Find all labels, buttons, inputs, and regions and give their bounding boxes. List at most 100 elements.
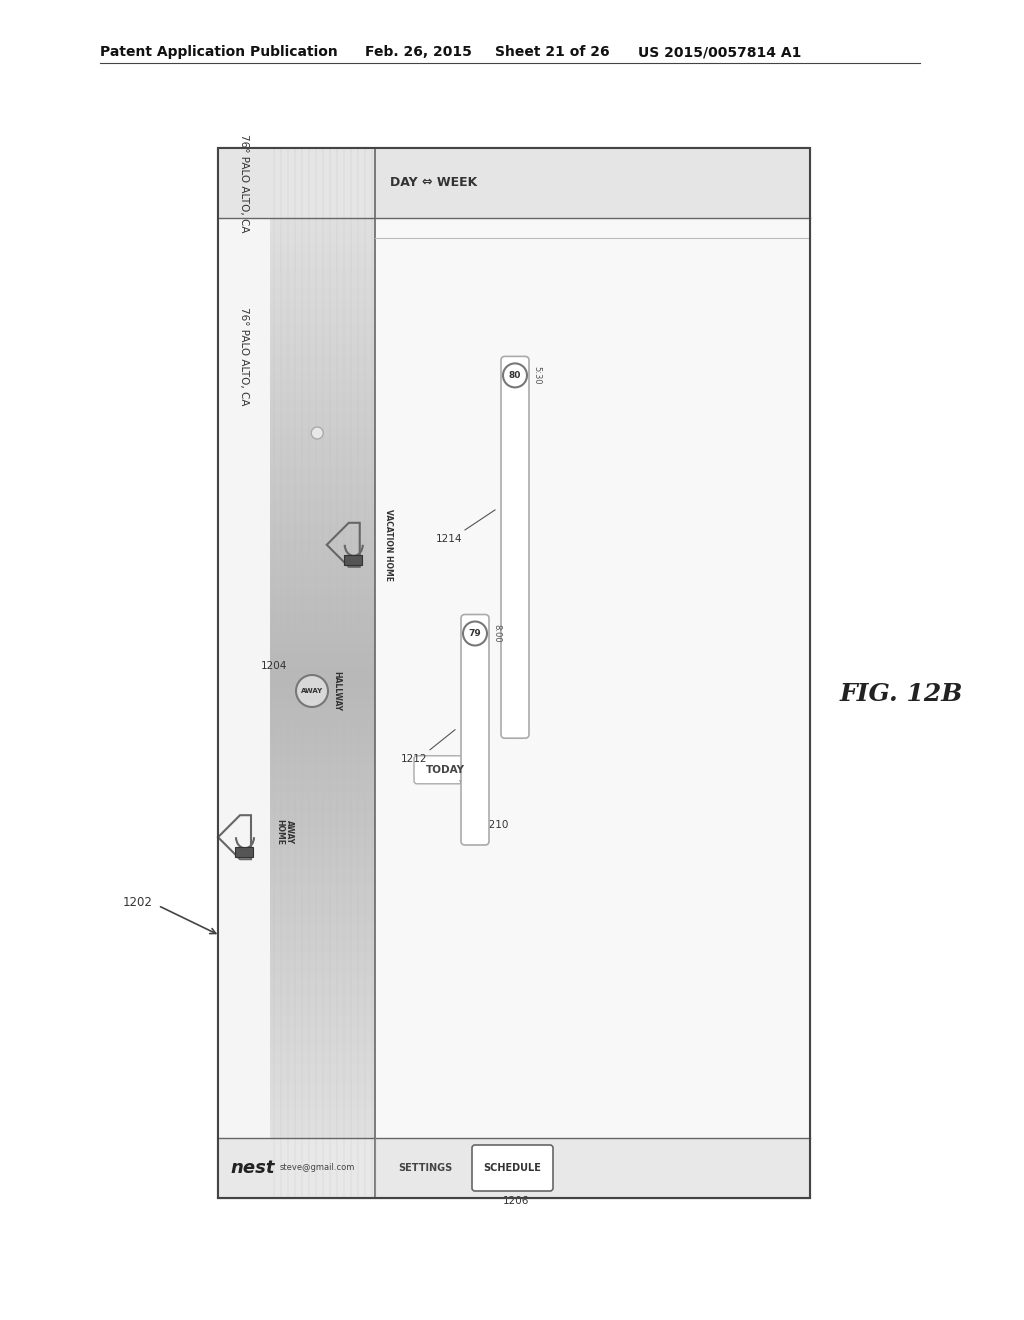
Bar bbox=[270, 169, 375, 176]
Bar bbox=[270, 974, 375, 981]
Bar bbox=[270, 1121, 375, 1129]
Bar bbox=[270, 281, 375, 288]
Bar bbox=[270, 582, 375, 589]
Bar bbox=[270, 715, 375, 722]
Bar bbox=[270, 603, 375, 610]
Bar bbox=[270, 673, 375, 680]
Bar bbox=[270, 828, 375, 834]
Bar bbox=[270, 946, 375, 953]
Bar bbox=[270, 309, 375, 315]
Text: 1206: 1206 bbox=[503, 1196, 528, 1206]
Bar bbox=[270, 1072, 375, 1078]
Circle shape bbox=[311, 426, 324, 440]
FancyBboxPatch shape bbox=[414, 756, 476, 784]
Bar bbox=[270, 533, 375, 540]
Bar bbox=[270, 995, 375, 1002]
Bar bbox=[270, 925, 375, 932]
FancyBboxPatch shape bbox=[472, 1144, 553, 1191]
Bar bbox=[270, 162, 375, 169]
Bar bbox=[270, 638, 375, 645]
Bar bbox=[270, 799, 375, 807]
Text: SETTINGS: SETTINGS bbox=[398, 1163, 453, 1173]
Bar bbox=[270, 1156, 375, 1163]
Bar bbox=[270, 807, 375, 813]
Text: HOME: HOME bbox=[275, 820, 284, 845]
Bar bbox=[270, 813, 375, 820]
FancyBboxPatch shape bbox=[501, 356, 529, 738]
Bar bbox=[270, 183, 375, 190]
Text: 8:00: 8:00 bbox=[492, 624, 501, 643]
Bar bbox=[270, 876, 375, 883]
Bar bbox=[270, 525, 375, 533]
Bar bbox=[270, 267, 375, 275]
Bar bbox=[270, 176, 375, 183]
Bar bbox=[270, 436, 375, 442]
Bar bbox=[270, 372, 375, 379]
Bar bbox=[270, 645, 375, 652]
Bar bbox=[270, 449, 375, 455]
Bar bbox=[270, 785, 375, 792]
Bar bbox=[218, 148, 810, 218]
Bar bbox=[270, 498, 375, 506]
Bar bbox=[270, 764, 375, 771]
Bar bbox=[270, 330, 375, 337]
Bar bbox=[270, 400, 375, 407]
Bar bbox=[270, 883, 375, 890]
Bar bbox=[270, 743, 375, 750]
Bar bbox=[270, 455, 375, 463]
Bar bbox=[270, 1002, 375, 1008]
Bar bbox=[270, 211, 375, 218]
Text: US 2015/0057814 A1: US 2015/0057814 A1 bbox=[638, 45, 802, 59]
Bar bbox=[270, 477, 375, 484]
Bar bbox=[270, 589, 375, 597]
Bar bbox=[270, 1016, 375, 1023]
Bar bbox=[375, 218, 810, 1138]
Text: 1210: 1210 bbox=[483, 820, 509, 830]
Circle shape bbox=[296, 675, 328, 708]
Bar bbox=[270, 379, 375, 385]
Bar bbox=[270, 701, 375, 708]
Bar bbox=[270, 1038, 375, 1044]
Circle shape bbox=[463, 622, 487, 645]
Bar bbox=[270, 911, 375, 917]
Bar bbox=[270, 463, 375, 470]
Bar bbox=[270, 294, 375, 302]
Text: 76° PALO ALTO, CA: 76° PALO ALTO, CA bbox=[239, 306, 249, 405]
Bar bbox=[270, 680, 375, 686]
Bar bbox=[270, 421, 375, 428]
Bar bbox=[270, 981, 375, 987]
Text: 1212: 1212 bbox=[400, 754, 427, 764]
Bar bbox=[270, 197, 375, 205]
Bar bbox=[270, 939, 375, 946]
Text: SCHEDULE: SCHEDULE bbox=[483, 1163, 542, 1173]
Bar bbox=[270, 1051, 375, 1059]
Bar bbox=[234, 847, 253, 857]
Bar bbox=[270, 1170, 375, 1177]
Bar bbox=[218, 148, 810, 1199]
Bar bbox=[218, 148, 810, 1199]
Bar bbox=[270, 659, 375, 667]
Bar bbox=[270, 414, 375, 421]
Bar bbox=[270, 847, 375, 855]
Bar bbox=[270, 546, 375, 554]
Bar bbox=[270, 148, 375, 154]
Bar bbox=[270, 1078, 375, 1086]
Bar bbox=[270, 393, 375, 400]
Bar bbox=[270, 869, 375, 876]
Bar bbox=[270, 224, 375, 232]
Text: 1214: 1214 bbox=[435, 533, 462, 544]
Bar bbox=[270, 576, 375, 582]
Bar bbox=[270, 337, 375, 345]
Bar bbox=[270, 218, 375, 224]
Bar bbox=[270, 756, 375, 764]
Bar bbox=[270, 554, 375, 561]
Text: AWAY: AWAY bbox=[301, 688, 323, 694]
Text: 76° PALO ALTO, CA: 76° PALO ALTO, CA bbox=[239, 133, 249, 232]
Text: 5:30: 5:30 bbox=[532, 366, 541, 384]
Bar bbox=[270, 260, 375, 267]
Bar bbox=[270, 1177, 375, 1184]
Bar bbox=[270, 953, 375, 960]
Bar bbox=[344, 554, 361, 565]
Bar bbox=[270, 1135, 375, 1142]
Bar bbox=[218, 1138, 810, 1199]
